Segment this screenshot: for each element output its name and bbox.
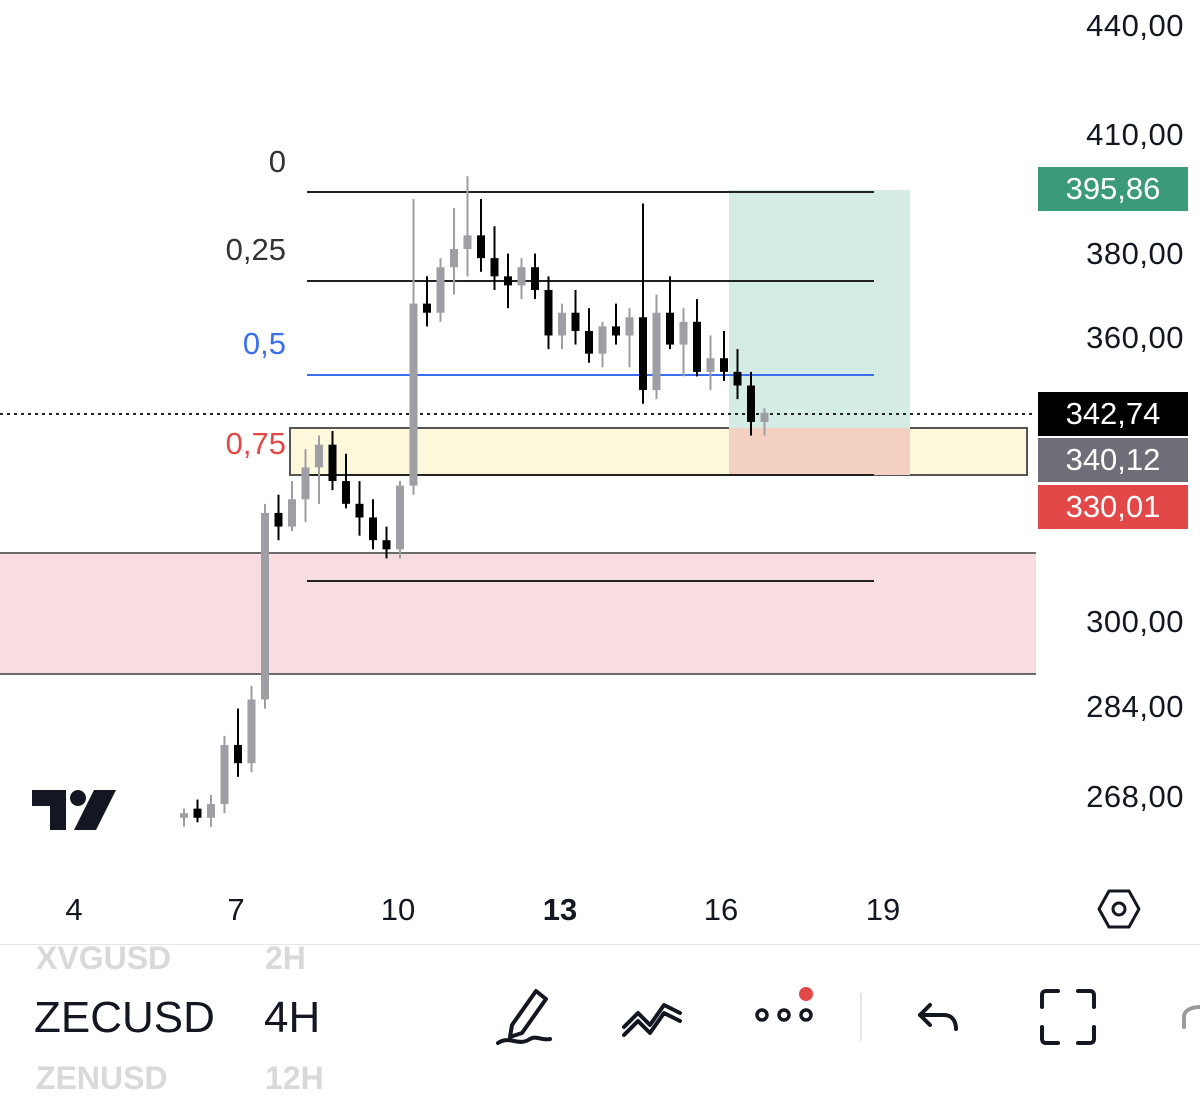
partial-icon (1182, 1005, 1200, 1029)
candle-body (517, 267, 526, 286)
symbol-picker-prev[interactable]: XVGUSD (36, 940, 172, 976)
bottom-toolbar: XVGUSD 2H ZECUSD 4H ZENUSD 12H (0, 940, 1200, 1105)
position-target-zone[interactable] (729, 190, 910, 428)
undo-button[interactable] (900, 981, 972, 1053)
candle-body (436, 267, 445, 313)
symbol-picker[interactable]: ZECUSD (34, 993, 215, 1042)
pen-icon (496, 989, 552, 1045)
candle-body (612, 326, 620, 336)
candle-body (409, 303, 418, 486)
candle-body (463, 235, 472, 250)
candle-body (382, 540, 391, 550)
position-stop-zone[interactable] (729, 428, 910, 475)
candle-body (247, 699, 256, 764)
candle-body (315, 444, 323, 468)
candle-body (598, 326, 607, 354)
indicators-icon (622, 1003, 682, 1037)
price-axis-label: 380,00 (1086, 236, 1184, 271)
candle-body (706, 358, 715, 372)
date-axis-label: 4 (65, 892, 83, 927)
interval-picker-prev[interactable]: 2H (265, 940, 306, 976)
toolbar-separator (860, 993, 862, 1041)
candle-body (288, 499, 296, 527)
candle-body (342, 481, 350, 504)
candle-body (625, 317, 634, 336)
price-axis-label: 410,00 (1086, 117, 1184, 152)
price-axis-label: 300,00 (1086, 604, 1184, 639)
price-axis-label: 360,00 (1086, 320, 1184, 355)
price-axis-label: 440,00 (1086, 8, 1184, 43)
fib-label-075: 0,75 (225, 426, 286, 461)
candle-body (261, 512, 269, 700)
date-axis-label: 13 (542, 892, 578, 927)
date-axis-label: 19 (865, 892, 901, 927)
symbol-picker-next[interactable]: ZENUSD (36, 1060, 168, 1096)
candle-body (477, 235, 485, 259)
candle-body (328, 444, 337, 482)
candle-body (747, 385, 755, 422)
candles-group (180, 176, 769, 827)
toolbar-divider (0, 944, 1200, 945)
candle-body (666, 312, 674, 345)
support-zone[interactable] (0, 553, 1036, 674)
date-axis-label: 10 (380, 892, 416, 927)
candle-body (180, 813, 188, 818)
candle-body (679, 321, 688, 345)
candle-body (571, 312, 580, 331)
more-options-button[interactable] (748, 981, 820, 1053)
candle-body (396, 485, 404, 550)
entry-price-tag[interactable]: 340,12 (1038, 438, 1188, 482)
chart-canvas[interactable] (0, 0, 1200, 940)
last-price-tag[interactable]: 342,74 (1038, 392, 1188, 436)
candle-body (207, 804, 215, 818)
fib-label-05: 0,5 (242, 326, 286, 361)
fib-label-025: 0,25 (225, 232, 286, 267)
chart-area[interactable]: 0 0,25 0,5 0,75 440,00 410,00 380,00 360… (0, 0, 1200, 940)
fib-label-0: 0 (268, 144, 286, 179)
target-price-tag[interactable]: 395,86 (1038, 167, 1188, 211)
date-axis-label: 7 (227, 892, 245, 927)
price-axis-label: 268,00 (1086, 779, 1184, 814)
candle-body (274, 512, 283, 527)
candle-body (369, 517, 377, 541)
candle-body (301, 467, 310, 500)
price-axis-label: 284,00 (1086, 689, 1184, 724)
candle-body (544, 289, 553, 336)
candle-body (733, 371, 742, 386)
date-axis-label: 16 (703, 892, 739, 927)
tradingview-logo-icon (32, 790, 116, 830)
candle-body (585, 330, 593, 354)
interval-picker-next[interactable]: 12H (265, 1060, 324, 1096)
candle-body (558, 312, 566, 336)
candle-body (234, 744, 242, 764)
indicators-button[interactable] (616, 981, 688, 1053)
fullscreen-button[interactable] (1032, 981, 1104, 1053)
candle-body (531, 267, 539, 290)
candle-body (355, 503, 364, 518)
candle-body (652, 312, 661, 391)
fullscreen-icon (1040, 989, 1096, 1045)
candle-body (423, 303, 431, 313)
candle-body (504, 276, 512, 286)
candle-body (693, 321, 701, 372)
stop-price-tag[interactable]: 330,01 (1038, 485, 1188, 529)
candle-body (490, 258, 499, 277)
interval-picker[interactable]: 4H (264, 993, 321, 1042)
order-block-zone[interactable] (289, 427, 1028, 476)
candle-body (639, 317, 647, 391)
candle-body (220, 744, 229, 805)
more-dots-icon (755, 987, 813, 1022)
chart-settings-icon[interactable] (1096, 886, 1142, 932)
drawing-tools-button[interactable] (490, 981, 562, 1053)
candle-body (193, 808, 202, 818)
candle-body (720, 358, 728, 372)
partial-tool-button[interactable] (1172, 981, 1200, 1053)
candle-body (760, 412, 769, 422)
candle-body (450, 249, 458, 268)
undo-icon (918, 1003, 958, 1031)
